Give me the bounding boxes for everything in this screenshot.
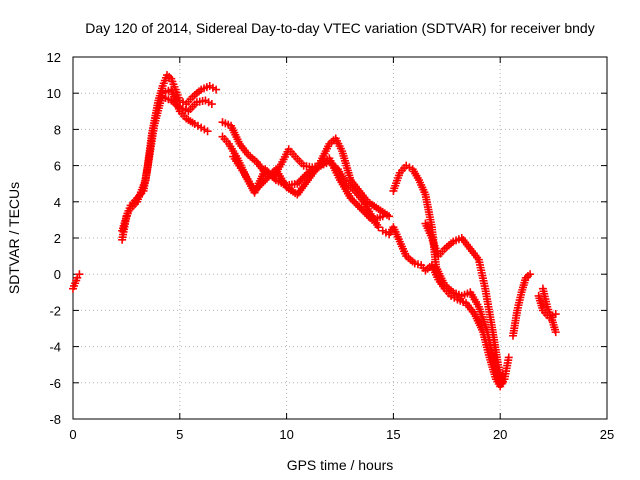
data-point bbox=[300, 172, 309, 181]
data-point bbox=[298, 174, 307, 183]
y-tick-label: 12 bbox=[47, 50, 61, 65]
data-point bbox=[362, 210, 371, 219]
x-axis-ticks: 0 5 10 15 20 25 bbox=[69, 57, 614, 442]
series-track-1 bbox=[69, 270, 84, 293]
series-track-4 bbox=[158, 92, 216, 116]
data-point bbox=[366, 214, 375, 223]
chart-title: Day 120 of 2014, Sidereal Day-to-day VTE… bbox=[85, 20, 594, 36]
data-point bbox=[264, 168, 273, 177]
data-point bbox=[360, 208, 369, 217]
data-point bbox=[504, 353, 513, 362]
y-tick-label: -2 bbox=[49, 303, 61, 318]
data-point bbox=[346, 194, 355, 203]
data-point bbox=[302, 170, 311, 179]
y-axis-ticks: -8 -6 -4 -2 0 2 4 6 8 10 12 bbox=[47, 50, 607, 427]
data-point bbox=[526, 270, 535, 279]
data-points bbox=[69, 71, 560, 391]
data-point bbox=[296, 176, 305, 185]
data-point bbox=[359, 206, 368, 215]
data-point bbox=[353, 201, 362, 210]
data-point bbox=[268, 172, 277, 181]
series-track-11 bbox=[509, 270, 535, 340]
data-point bbox=[203, 127, 212, 136]
x-tick-label: 5 bbox=[176, 427, 183, 442]
x-tick-label: 15 bbox=[386, 427, 400, 442]
y-tick-label: 0 bbox=[54, 267, 61, 282]
data-point bbox=[263, 167, 272, 176]
y-tick-label: 4 bbox=[54, 195, 61, 210]
x-tick-label: 20 bbox=[493, 427, 507, 442]
data-point bbox=[295, 177, 304, 186]
data-point bbox=[364, 212, 373, 221]
data-point bbox=[350, 197, 359, 206]
data-point bbox=[355, 203, 364, 212]
y-tick-label: -4 bbox=[49, 340, 61, 355]
series-track-3 bbox=[118, 85, 212, 235]
data-point bbox=[357, 205, 366, 214]
data-point bbox=[551, 328, 560, 337]
data-point bbox=[75, 270, 84, 279]
y-axis-label: SDTVAR / TECUs bbox=[6, 182, 22, 294]
data-point bbox=[270, 174, 279, 183]
x-axis-label: GPS time / hours bbox=[287, 457, 394, 473]
y-tick-label: 2 bbox=[54, 231, 61, 246]
y-tick-label: -6 bbox=[49, 376, 61, 391]
series-track-7 bbox=[229, 152, 387, 224]
y-tick-label: 8 bbox=[54, 122, 61, 137]
data-point bbox=[498, 378, 507, 387]
data-point bbox=[261, 165, 270, 174]
x-tick-label: 10 bbox=[279, 427, 293, 442]
x-tick-label: 0 bbox=[69, 427, 76, 442]
y-tick-label: -8 bbox=[49, 412, 61, 427]
data-point bbox=[348, 195, 357, 204]
data-point bbox=[266, 170, 275, 179]
y-tick-label: 6 bbox=[54, 159, 61, 174]
grid-lines bbox=[73, 57, 607, 419]
series-track-13 bbox=[534, 291, 560, 322]
data-point bbox=[378, 212, 387, 221]
data-point bbox=[374, 223, 383, 232]
x-tick-label: 25 bbox=[600, 427, 614, 442]
data-point bbox=[293, 179, 302, 188]
y-tick-label: 10 bbox=[47, 86, 61, 101]
data-point bbox=[551, 310, 560, 319]
data-point bbox=[207, 100, 216, 109]
series-track-10 bbox=[421, 219, 507, 387]
data-point bbox=[212, 85, 221, 94]
data-point bbox=[352, 199, 361, 208]
